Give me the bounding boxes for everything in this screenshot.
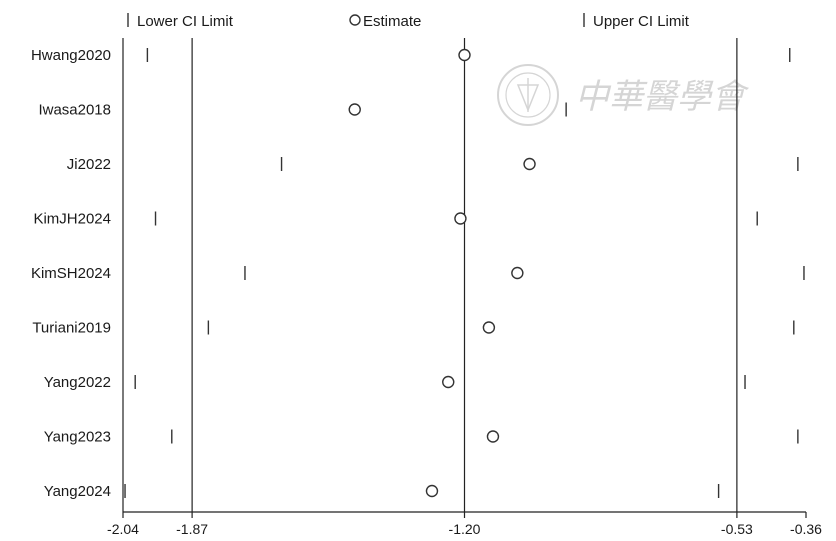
study-label-0: Hwang2020	[31, 47, 111, 64]
study-label-7: Yang2023	[44, 429, 111, 446]
watermark-seal-icon	[497, 64, 559, 126]
estimate-point-8	[425, 484, 439, 498]
study-label-2: Ji2022	[67, 156, 111, 173]
plot-area: -2.04 -1.87 -1.20 -0.53 -0.36 Hwang2020 Iwasa2…	[31, 38, 822, 537]
watermark-text: 中華醫學會	[575, 77, 750, 117]
x-tick-label-2: -1.20	[449, 521, 481, 537]
estimate-point-2	[523, 157, 536, 171]
legend-upper-label: Upper CI Limit	[593, 13, 690, 30]
x-tick-label-3: -0.53	[721, 521, 753, 537]
estimate-point-3	[454, 212, 467, 225]
study-label-4: KimSH2024	[31, 265, 111, 282]
study-label-1: Iwasa2018	[38, 102, 111, 119]
watermark: 中華醫學會	[497, 64, 750, 126]
estimate-point-1	[348, 103, 361, 116]
legend-estimate-label: Estimate	[363, 13, 421, 30]
x-tick-label-1: -1.87	[176, 521, 208, 537]
study-label-8: Yang2024	[44, 483, 111, 500]
x-tick-label-4: -0.36	[790, 521, 822, 537]
legend-lower-label: Lower CI Limit	[137, 13, 234, 30]
estimate-point-7	[486, 430, 500, 443]
study-label-3: KimJH2024	[33, 211, 111, 228]
estimate-point-6	[442, 375, 455, 389]
legend: Lower CI Limit Estimate Upper CI Limit	[127, 13, 690, 30]
study-label-5: Turiani2019	[32, 320, 111, 337]
estimate-point-4	[511, 266, 524, 280]
study-label-6: Yang2022	[44, 374, 111, 391]
legend-estimate-mark	[349, 14, 361, 26]
estimate-point-5	[482, 321, 496, 334]
x-tick-label-0: -2.04	[107, 521, 139, 537]
estimate-point-0	[458, 48, 471, 62]
